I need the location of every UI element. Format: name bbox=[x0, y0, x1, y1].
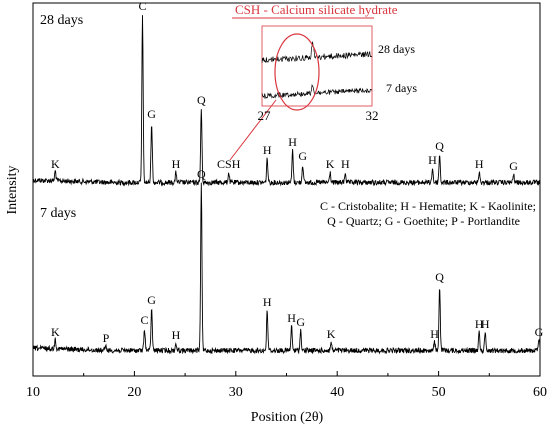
inset-pointer-line bbox=[229, 99, 277, 161]
inset-csh: CSH - Calcium silicate hydrate 28 days 7… bbox=[229, 2, 417, 161]
peak-label: H bbox=[287, 311, 296, 325]
x-axis-label: Position (2θ) bbox=[251, 410, 324, 425]
peak-label: G bbox=[298, 149, 307, 163]
peak-label: K bbox=[327, 327, 336, 341]
inset-series-line-1 bbox=[261, 84, 373, 100]
inset-frame bbox=[261, 25, 373, 107]
x-tick-label: 40 bbox=[330, 385, 344, 400]
peak-label: G bbox=[535, 325, 544, 339]
peak-label: H bbox=[288, 135, 297, 149]
series-label-7-days: 7 days bbox=[40, 206, 76, 221]
peak-label: H bbox=[172, 328, 181, 342]
x-tick-label: 30 bbox=[229, 385, 243, 400]
peak-label: C bbox=[139, 0, 147, 13]
x-tick-label: 50 bbox=[432, 385, 446, 400]
legend-line-1: C - Cristobalite; H - Hematite; K - Kaol… bbox=[320, 199, 536, 213]
inset-title: CSH - Calcium silicate hydrate bbox=[235, 2, 398, 17]
x-tick-label: 60 bbox=[533, 385, 547, 400]
peak-label: H bbox=[475, 317, 484, 331]
peak-label: G bbox=[147, 107, 156, 121]
peak-label: K bbox=[51, 325, 60, 339]
peak-label: H bbox=[428, 153, 437, 167]
y-axis-label: Intensity bbox=[5, 166, 20, 215]
series-line-0 bbox=[32, 15, 541, 187]
x-tick-label: 10 bbox=[26, 385, 40, 400]
peak-label: P bbox=[103, 331, 110, 345]
peak-label: Q bbox=[197, 93, 206, 107]
peak-label: K bbox=[326, 157, 335, 171]
peak-label: H bbox=[263, 143, 272, 157]
series-group bbox=[32, 15, 541, 355]
legend-line-2: Q - Quartz; G - Goethite; P - Portlandit… bbox=[327, 214, 520, 228]
series-line-1 bbox=[32, 182, 541, 355]
peak-label: H bbox=[263, 295, 272, 309]
peak-label: G bbox=[296, 315, 305, 329]
peak-label: H bbox=[430, 327, 439, 341]
peak-label: H bbox=[172, 157, 181, 171]
inset-highlight-ellipse bbox=[274, 33, 320, 111]
inset-tick-32: 32 bbox=[366, 108, 379, 123]
series-label-28-days: 28 days bbox=[40, 13, 83, 28]
peak-label: H bbox=[475, 157, 484, 171]
peak-label: K bbox=[51, 157, 60, 171]
peak-label: H bbox=[481, 317, 490, 331]
peak-label: H bbox=[341, 157, 350, 171]
inset-label-7-days: 7 days bbox=[386, 81, 417, 95]
peak-label: C bbox=[141, 313, 149, 327]
x-tick-label: 20 bbox=[127, 385, 141, 400]
peak-label: Q bbox=[435, 139, 444, 153]
peak-label: G bbox=[509, 159, 518, 173]
inset-tick-27: 27 bbox=[258, 108, 272, 123]
peak-label: Q bbox=[435, 270, 444, 284]
x-axis: 10 20 30 40 50 60 bbox=[26, 371, 547, 400]
peak-label: CSH bbox=[217, 157, 241, 171]
inset-label-28-days: 28 days bbox=[378, 42, 415, 56]
peak-label: G bbox=[147, 293, 156, 307]
peak-label: Q bbox=[197, 167, 206, 181]
